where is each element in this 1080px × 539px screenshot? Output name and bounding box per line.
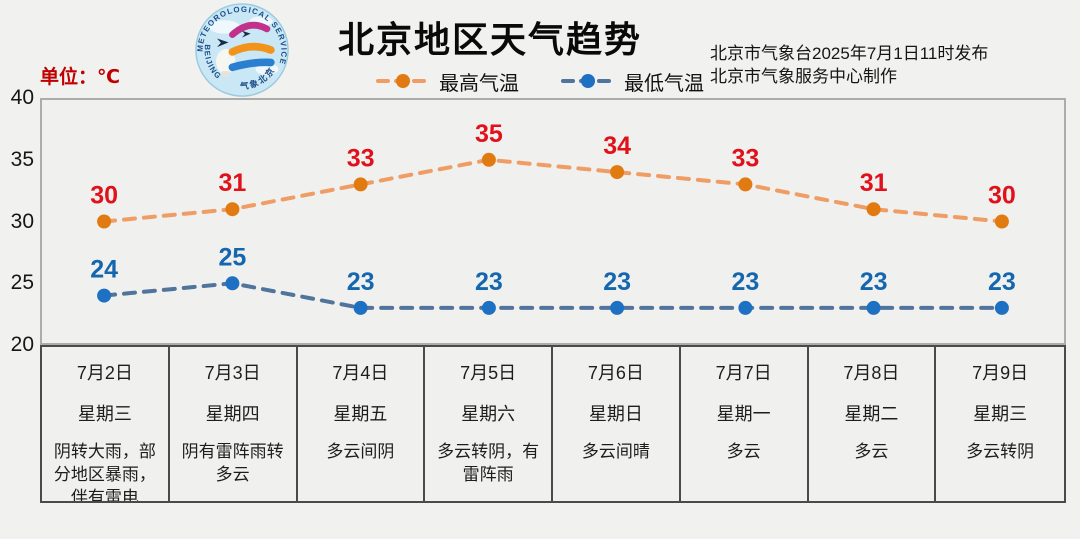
forecast-day-7月8日: 7月8日星期二多云 (809, 347, 937, 501)
forecast-day-7月5日: 7月5日星期六多云转阴，有雷阵雨 (425, 347, 553, 501)
publisher-line1: 北京市气象台2025年7月1日11时发布 (710, 44, 989, 63)
forecast-day-7月7日: 7月7日星期一多云 (681, 347, 809, 501)
unit-label: 单位：℃ (40, 67, 121, 88)
day-date: 7月3日 (204, 363, 261, 383)
chart-legend: 最高气温 最低气温 (340, 67, 740, 96)
day-weekday: 星期日 (588, 404, 643, 424)
bird-icon (242, 30, 251, 38)
day-weather: 多云间晴 (581, 442, 650, 461)
day-weekday: 星期三 (973, 404, 1028, 424)
publisher-info: 北京市气象台2025年7月1日11时发布 北京市气象服务中心制作 (710, 42, 1040, 88)
forecast-day-7月9日: 7月9日星期三多云转阴 (936, 347, 1064, 501)
y-axis-tick-20: 20 (10, 333, 34, 356)
beijing-meteorological-service-logo: METEOROLOGICAL SERVICE BEIJING 气象北京 (193, 2, 291, 98)
low-temp-line-swatch-icon (561, 74, 615, 88)
legend-label-high-temp: 最高气温 (439, 72, 519, 95)
page-title: 北京地区天气趋势 (337, 19, 642, 60)
publisher-line2: 北京市气象服务中心制作 (710, 67, 897, 86)
day-weekday: 星期六 (461, 404, 516, 424)
y-axis-tick-30: 30 (10, 209, 34, 233)
day-date: 7月7日 (715, 363, 772, 383)
day-weather: 多云转阴 (966, 442, 1035, 461)
forecast-day-7月3日: 7月3日星期四阴有雷阵雨转多云 (170, 347, 298, 501)
day-weather: 多云间阴 (326, 442, 395, 461)
day-date: 7月8日 (843, 363, 900, 383)
day-date: 7月9日 (972, 363, 1029, 383)
day-weather: 阴转大雨，部分地区暴雨，伴有雷电 (53, 442, 156, 501)
high-temp-line-swatch-icon (376, 74, 430, 88)
y-axis-tick-40: 40 (10, 86, 34, 109)
day-date: 7月4日 (332, 363, 389, 383)
logo-badge-icon: METEOROLOGICAL SERVICE BEIJING 气象北京 (195, 3, 289, 97)
forecast-table: 7月2日 星期三 阴转大雨，部分地区暴雨，伴有雷电 7月3日 星期四 阴有雷阵雨转多云 7月… (40, 345, 1066, 503)
day-weather: 阴有雷阵雨转多云 (181, 442, 284, 484)
day-weekday: 星期三 (77, 404, 132, 424)
day-weekday: 星期五 (333, 404, 388, 424)
forecast-day-7月2日: 7月2日星期三阴转大雨，部分地区暴雨，伴有雷电 (42, 347, 170, 501)
legend-item-high-temp: 最高气温 (376, 67, 519, 96)
day-date: 7月6日 (587, 363, 644, 383)
day-weekday: 星期一 (716, 404, 771, 424)
forecast-day-7月6日: 7月6日星期日多云间晴 (553, 347, 681, 501)
y-axis-tick-25: 25 (10, 271, 34, 295)
day-weekday: 星期二 (844, 404, 899, 424)
forecast-day-7月4日: 7月4日星期五多云间阴 (298, 347, 426, 501)
day-date: 7月5日 (460, 363, 517, 383)
chart-plot-area (40, 98, 1066, 345)
bird-icon (217, 38, 229, 48)
day-weather: 多云转阴，有雷阵雨 (437, 442, 540, 484)
day-weather: 多云 (726, 442, 761, 461)
day-date: 7月2日 (76, 363, 133, 383)
day-weather: 多云 (854, 442, 889, 461)
legend-label-low-temp: 最低气温 (624, 72, 704, 95)
day-weekday: 星期四 (205, 404, 260, 424)
legend-item-low-temp: 最低气温 (561, 67, 704, 96)
y-axis-tick-35: 35 (10, 147, 34, 171)
